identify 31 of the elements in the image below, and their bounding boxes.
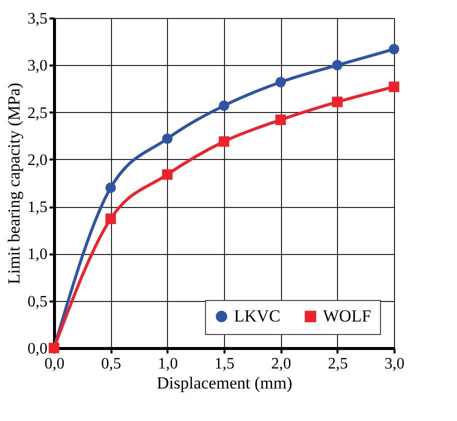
y-tick-label: 3,5 <box>28 10 48 28</box>
point <box>162 133 173 144</box>
point <box>332 96 343 108</box>
y-tick-label: 1,5 <box>28 199 48 216</box>
point <box>388 82 400 92</box>
x-tick-label: 1,0 <box>158 356 178 372</box>
y-tick-label: 3,0 <box>28 58 48 75</box>
y-tick-label: 0,5 <box>28 293 48 310</box>
point <box>388 44 400 54</box>
y-tick-label: 0,0 <box>28 340 48 358</box>
x-tick-label: 0,5 <box>101 356 122 372</box>
point <box>105 182 116 193</box>
legend-label: LKVC <box>234 306 280 326</box>
x-tick-label: 3,0 <box>384 356 404 372</box>
y-axis-title: Limit bearing capacity (MPa) <box>4 82 24 284</box>
x-tick-label: 0,0 <box>44 356 64 372</box>
x-tick-label: 1,5 <box>214 356 234 372</box>
point <box>162 169 173 180</box>
y-tick-label: 1,0 <box>28 246 48 264</box>
point <box>218 100 230 111</box>
x-axis-title: Displacement (mm) <box>156 374 292 392</box>
point <box>275 114 286 126</box>
x-tick-label: 2,5 <box>328 356 348 372</box>
point <box>218 136 230 147</box>
point <box>275 76 286 88</box>
x-tick-label: 2,0 <box>271 356 292 372</box>
point <box>332 60 343 70</box>
y-tick-label: 2,0 <box>28 152 48 169</box>
point <box>105 214 116 224</box>
y-tick-label: 2,5 <box>28 104 48 122</box>
legend-label: WOLF <box>323 306 372 326</box>
